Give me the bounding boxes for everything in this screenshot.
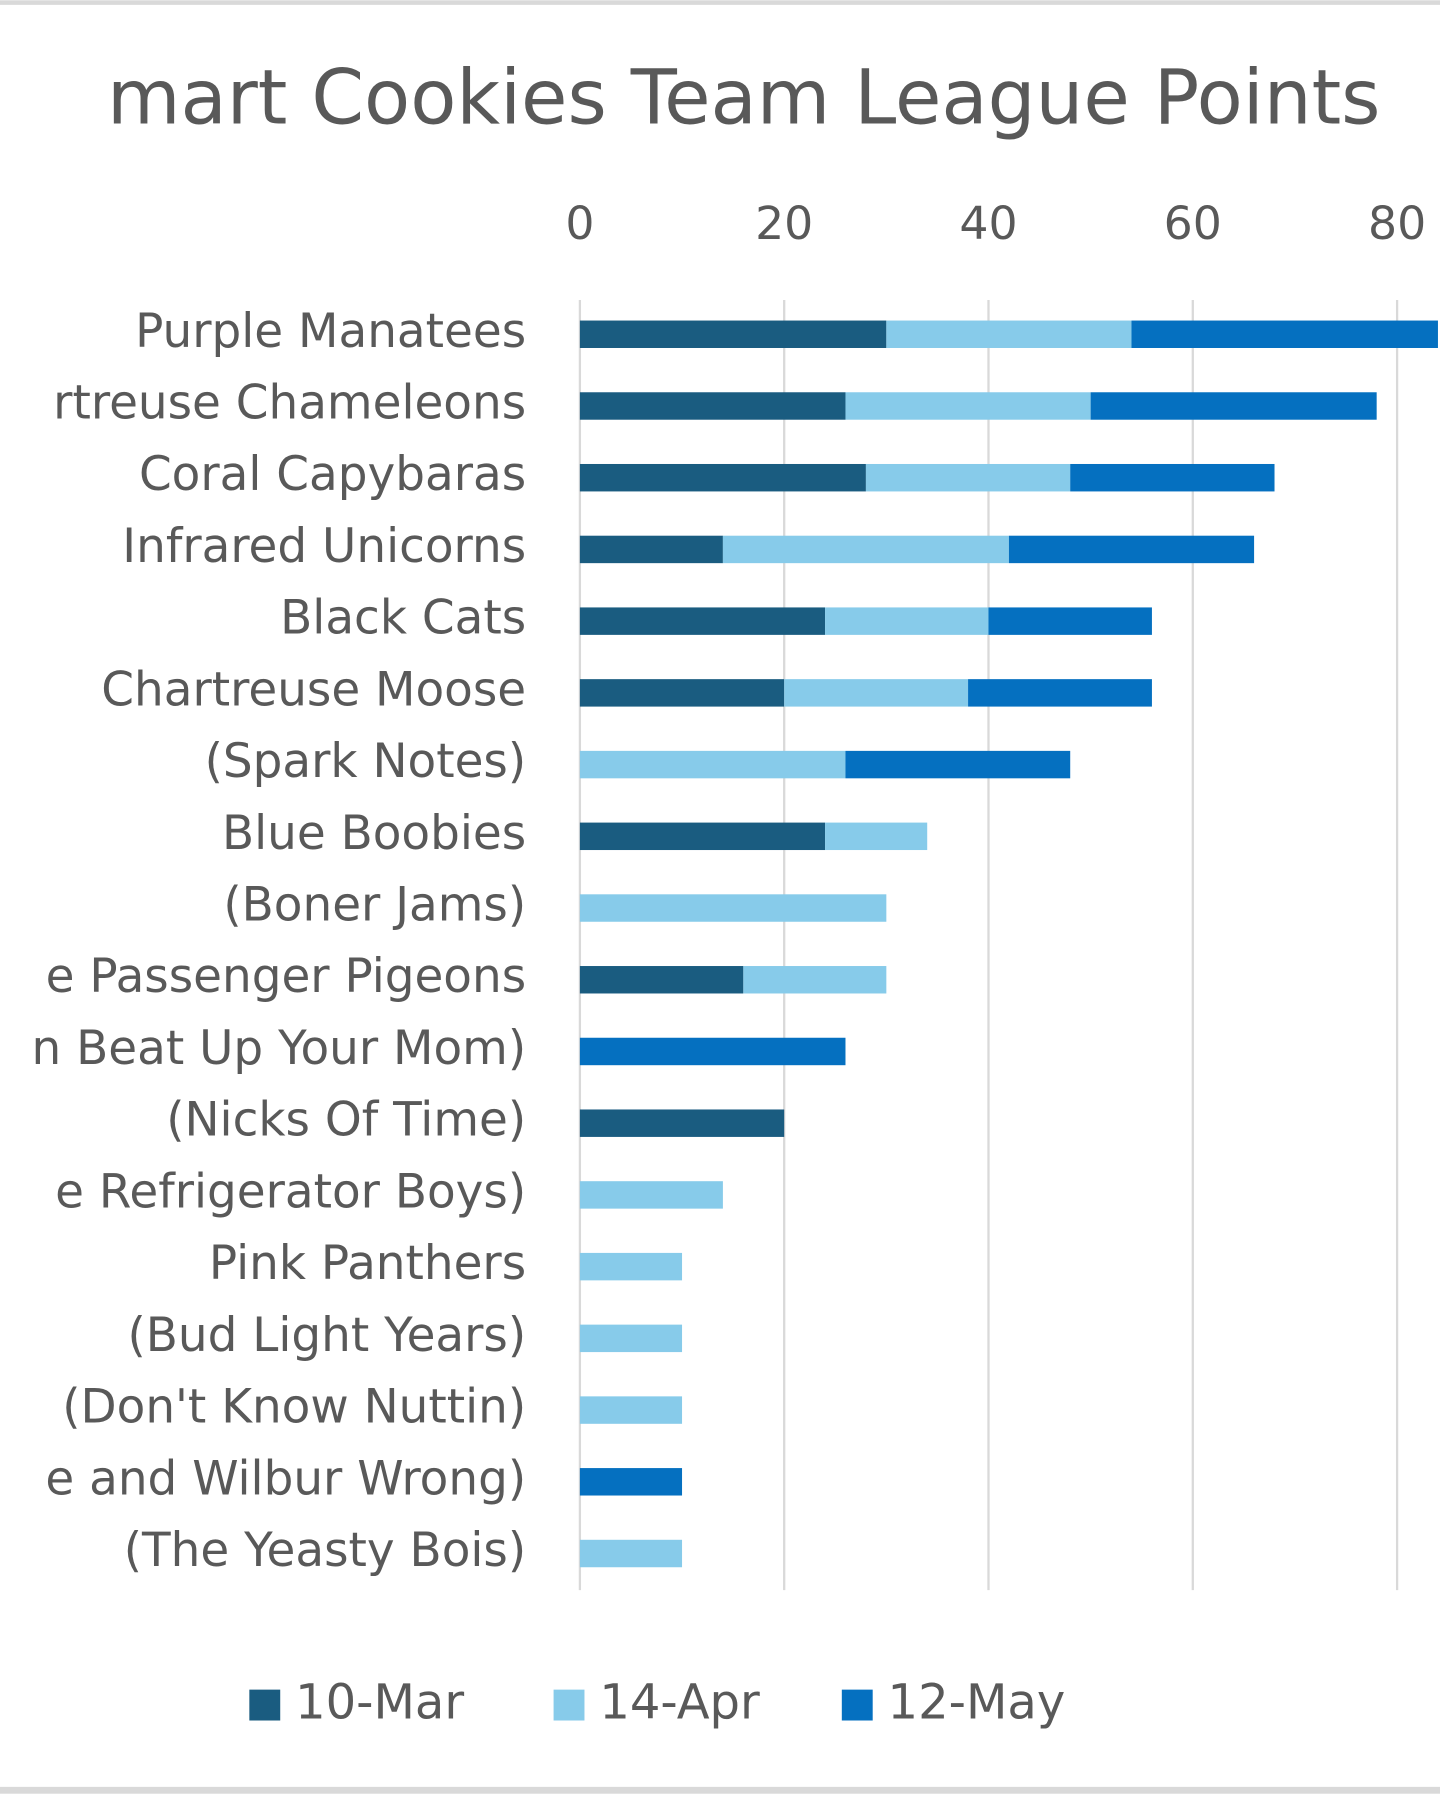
bar-segment <box>1008 535 1255 564</box>
bar-segment <box>743 966 887 994</box>
bar-segment <box>579 679 785 707</box>
bar-segment <box>579 1396 683 1424</box>
bar-segment <box>579 320 887 348</box>
bar-segment <box>968 679 1152 707</box>
y-tick-label: (Spark Notes) <box>205 734 527 789</box>
bar-segment <box>579 1252 683 1281</box>
y-tick-label: Chartreuse Moose <box>101 662 526 717</box>
bar-segment <box>579 607 826 635</box>
bar-segment <box>579 1109 785 1137</box>
chart-title: mart Cookies Team League Points <box>107 54 1381 142</box>
y-tick-label: Coral Capybaras <box>139 447 526 502</box>
legend-label: 10-Mar <box>295 1675 464 1731</box>
legend-swatch <box>553 1689 585 1721</box>
legend-label: 14-Apr <box>599 1675 760 1731</box>
x-tick-label: 0 <box>565 197 594 250</box>
bar-segment <box>1090 392 1377 420</box>
bar-segment <box>579 463 866 492</box>
bar-segment <box>722 535 1009 564</box>
bar-segment <box>845 392 1091 420</box>
y-tick-label: (Bud Light Years) <box>127 1308 526 1363</box>
y-tick-label: Purple Manatees <box>135 304 526 359</box>
y-tick-label: Blue Boobies <box>222 806 526 861</box>
bar-segment <box>579 1539 683 1568</box>
legend-label: 12-May <box>888 1675 1066 1731</box>
bar-segment <box>1131 320 1438 348</box>
bar-segment <box>865 463 1071 492</box>
legend-swatch <box>841 1689 873 1721</box>
legend-swatch <box>249 1689 281 1721</box>
bar-segment <box>1070 463 1275 492</box>
bar-segment <box>579 966 744 994</box>
bar-segment <box>988 607 1152 635</box>
y-tick-label: (The Yeasty Bois) <box>124 1523 526 1578</box>
bar-segment <box>579 750 846 779</box>
bar-segment <box>579 1324 683 1353</box>
bar-segment <box>579 894 887 922</box>
y-tick-label: Pink Panthers <box>209 1236 526 1291</box>
x-tick-label: 20 <box>755 197 813 250</box>
bar-segment <box>784 679 969 707</box>
bar-segment <box>579 392 846 420</box>
bar-segment <box>579 1468 683 1496</box>
y-tick-label: (Boner Jams) <box>223 878 526 933</box>
bar-segment <box>825 822 928 851</box>
y-tick-label: Infrared Unicorns <box>122 519 526 574</box>
x-tick-label: 40 <box>959 197 1017 250</box>
bar-segment <box>886 320 1132 348</box>
bar-segment <box>579 535 723 564</box>
bar-segment <box>579 1181 723 1209</box>
y-tick-label: e Refrigerator Boys) <box>55 1164 526 1219</box>
y-tick-label: rtreuse Chameleons <box>53 375 526 430</box>
bar-segment <box>579 822 826 851</box>
y-tick-label: e and Wilbur Wrong) <box>45 1451 526 1506</box>
y-tick-label: e Passenger Pigeons <box>46 949 526 1004</box>
y-tick-label: (Don't Know Nuttin) <box>62 1380 526 1435</box>
bar-segment <box>825 607 989 635</box>
bottom-border <box>0 1786 1440 1794</box>
bar-segment <box>579 1037 846 1066</box>
y-tick-label: (Nicks Of Time) <box>166 1093 526 1148</box>
y-tick-label: n Beat Up Your Mom) <box>32 1021 527 1076</box>
bar-segment <box>845 750 1071 779</box>
x-tick-label: 80 <box>1368 197 1426 250</box>
x-tick-label: 60 <box>1164 197 1222 250</box>
top-border <box>0 0 1440 5</box>
y-tick-label: Black Cats <box>280 591 526 646</box>
